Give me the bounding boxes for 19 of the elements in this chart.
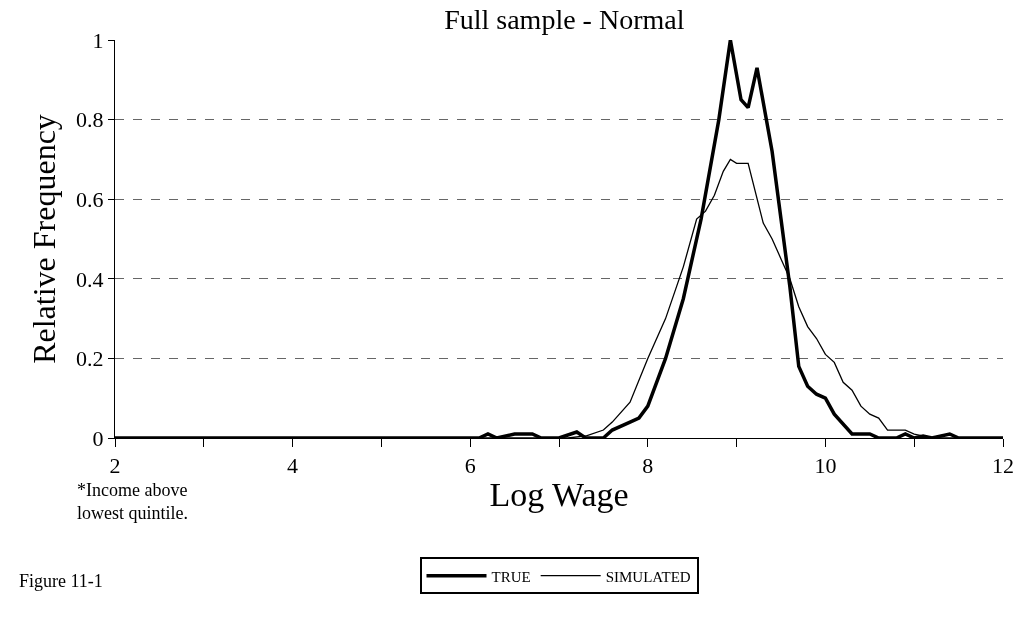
x-tick-label: 4	[287, 453, 299, 479]
y-tick-label: 1	[92, 27, 104, 53]
x-tick-label: 6	[464, 453, 476, 479]
y-tick-label: 0.2	[76, 346, 104, 372]
x-tick-label: 10	[814, 453, 837, 479]
x-tick-label: 12	[992, 453, 1014, 479]
y-tick-label: 0.8	[76, 107, 104, 133]
x-axis-title: Log Wage	[489, 475, 629, 513]
x-tick-label: 2	[109, 453, 121, 479]
legend-label: SIMULATED	[605, 568, 691, 585]
y-tick-label: 0	[92, 425, 104, 451]
x-tick-label: 8	[642, 453, 654, 479]
chart-title: Full sample - Normal	[444, 4, 685, 36]
y-tick-label: 0.4	[76, 266, 104, 292]
caption: Figure 11-1	[19, 571, 103, 591]
y-tick-label: 0.6	[76, 186, 104, 212]
y-axis-title: Relative Frequency	[26, 114, 63, 364]
text: *Income above lowest quintile.	[77, 480, 188, 524]
legend-label: TRUE	[491, 568, 531, 585]
